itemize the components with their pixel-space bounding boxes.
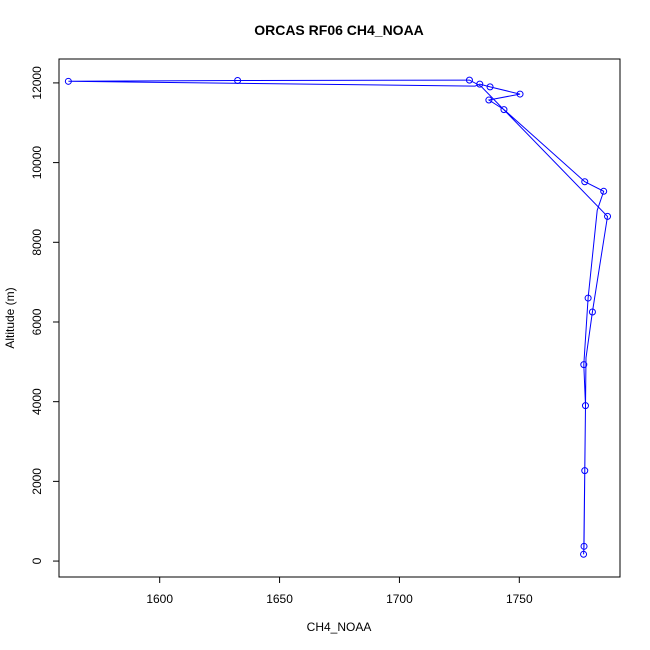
x-tick-label: 1700 [386,592,413,606]
data-point [580,542,588,550]
y-axis-label: Altitude (m) [3,287,17,348]
data-point [584,294,592,302]
y-tick-label: 2000 [30,468,44,495]
plot-frame [58,58,621,578]
data-point [581,178,589,186]
y-tick-label: 12000 [30,66,44,100]
y-tick-label: 8000 [30,229,44,256]
data-point [516,90,524,98]
x-tick-label: 1650 [266,592,293,606]
x-axis: 1600 1650 1700 1750 [146,577,533,606]
series-line [68,79,609,555]
data-point [465,76,473,84]
data-point [476,80,484,88]
y-tick-label: 6000 [30,308,44,335]
x-tick-label: 1750 [506,592,533,606]
data-point [485,96,493,104]
data-point [580,361,588,369]
data-point [500,106,508,114]
data-point [581,467,589,475]
data-point [604,212,612,220]
series-layer [64,76,612,558]
data-point [234,77,242,85]
chart-title: ORCAS RF06 CH4_NOAA [254,22,424,38]
data-point [64,77,72,85]
data-point [580,550,588,558]
y-tick-label: 4000 [30,388,44,415]
x-axis-label: CH4_NOAA [307,620,372,634]
y-axis: 0 2000 4000 6000 8000 10000 12000 [30,66,59,564]
data-point [486,83,494,91]
y-tick-label: 10000 [30,146,44,180]
data-point [588,308,596,316]
data-point [600,187,608,195]
data-point [581,402,589,410]
y-tick-label: 0 [30,557,44,564]
x-tick-label: 1600 [146,592,173,606]
